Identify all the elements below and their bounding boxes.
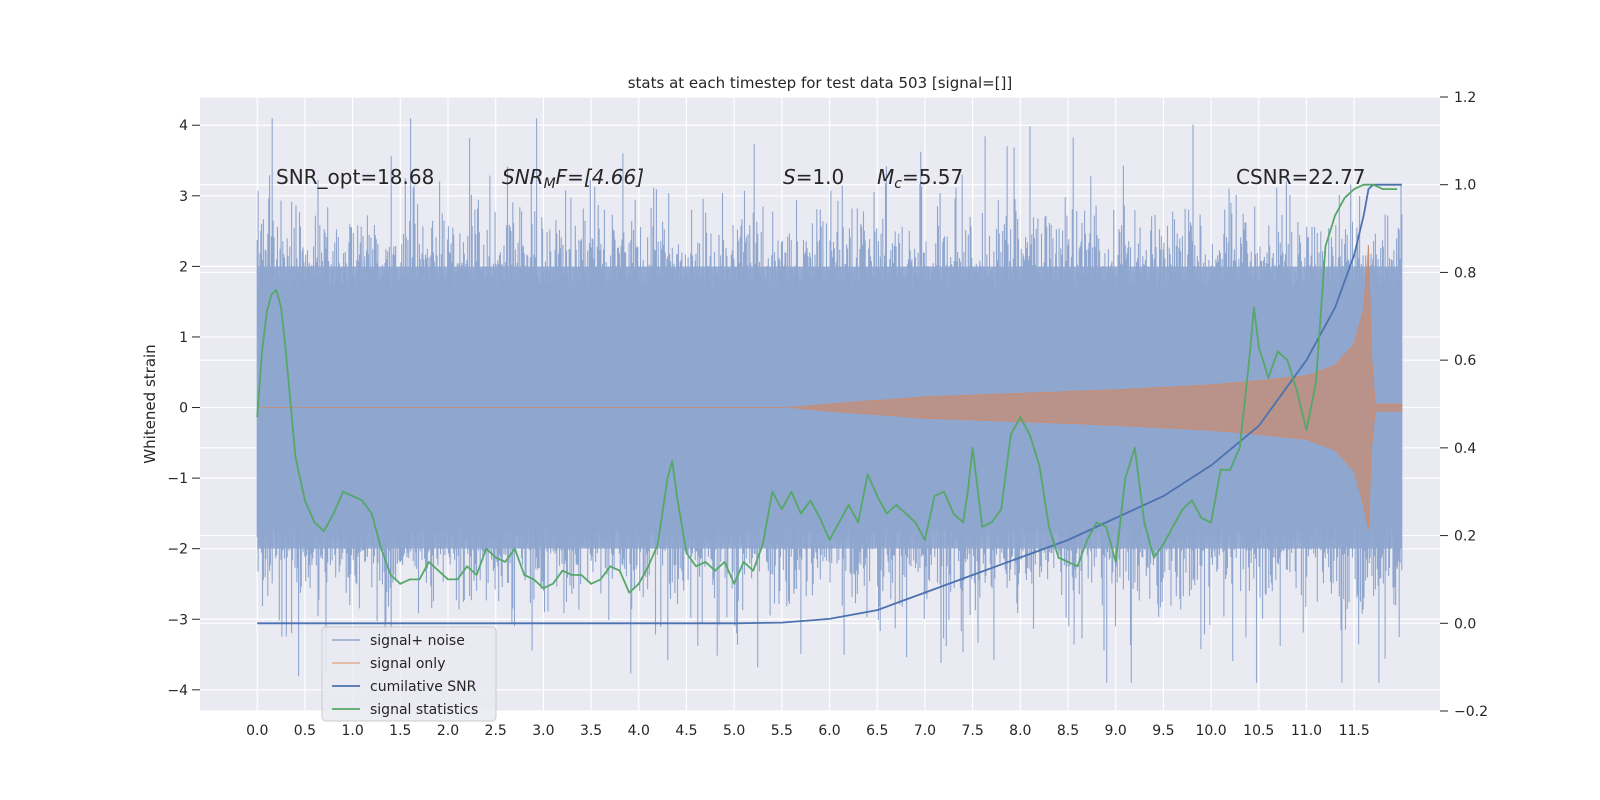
x-tick-label: 5.5 (771, 723, 793, 739)
y-tick-label: 1 (179, 330, 188, 346)
y-tick-label: 3 (179, 189, 188, 205)
x-tick-label: 8.5 (1057, 723, 1079, 739)
annotation-s: S=1.0 (783, 165, 844, 189)
y-axis-label: Whitened strain (141, 344, 159, 463)
annotation-snr-mf-rest: F=[4.66] (556, 165, 644, 189)
annotation-s-rest: =1.0 (796, 165, 845, 189)
x-tick-label: 7.0 (914, 723, 936, 739)
y-tick-label: −3 (167, 612, 188, 628)
annotation-mc-rest: =5.57 (902, 165, 963, 189)
y-tick-label: −4 (167, 683, 188, 699)
x-tick-label: 6.5 (866, 723, 888, 739)
x-tick-label: 7.5 (961, 723, 983, 739)
x-tick-label: 0.0 (246, 723, 268, 739)
annotation-snr-opt: SNR_opt=18.68 (276, 165, 434, 189)
annotation-s-var: S (783, 165, 796, 189)
x-tick-label: 3.5 (580, 723, 602, 739)
x-tick-label: 11.5 (1339, 723, 1370, 739)
y2-tick-label: 0.8 (1454, 265, 1476, 281)
x-tick-label: 10.5 (1243, 723, 1274, 739)
x-tick-label: 6.0 (818, 723, 840, 739)
y-tick-label: 4 (179, 118, 188, 134)
x-tick-label: 2.0 (437, 723, 459, 739)
x-tick-label: 1.5 (389, 723, 411, 739)
y-tick-label: 0 (179, 401, 188, 417)
x-tick-label: 0.5 (294, 723, 316, 739)
y2-tick-label: 0.0 (1454, 616, 1476, 632)
legend-label-signal-only: signal only (370, 656, 445, 672)
annotation-mc-var: M (877, 165, 894, 189)
legend-label-signal-noise: signal+ noise (370, 633, 465, 649)
annotation-snr-mf-base: SNR (502, 165, 544, 189)
y2-tick-label: 0.2 (1454, 529, 1476, 545)
legend-label-cumilative-snr: cumilative SNR (370, 679, 477, 695)
y2-tick-label: 0.4 (1454, 441, 1476, 457)
x-tick-label: 4.5 (675, 723, 697, 739)
cumilative-snr-line (257, 183, 1402, 625)
x-tick-label: 4.0 (628, 723, 650, 739)
legend-frame (321, 626, 497, 722)
axes: 0.0 0.5 1.0 1.5 2.0 2.5 3.0 3.5 4.0 4.5 5.0 5.5 6.0 6… (167, 90, 1488, 739)
annotation-csnr: CSNR=22.77 (1236, 165, 1366, 189)
annotation-snr-mf-sub: M (544, 176, 556, 192)
annotation-mc-sub: c (894, 176, 902, 192)
annotation-snr-mf: SNRMF=[4.66] (502, 165, 644, 192)
legend-label-signal-statistics: signal statistics (370, 702, 478, 718)
y2-tick-label: −0.2 (1454, 704, 1488, 720)
y-tick-label: 2 (179, 259, 188, 275)
x-tick-label: 2.5 (485, 723, 507, 739)
x-tick-label: 8.0 (1009, 723, 1031, 739)
y-tick-label: −2 (167, 542, 188, 558)
x-tick-label: 9.5 (1152, 723, 1174, 739)
chart-title: stats at each timestep for test data 503… (628, 74, 1013, 92)
legend: signal+ noise signal only cumilative SNR… (321, 626, 497, 722)
x-tick-label: 10.0 (1195, 723, 1226, 739)
x-tick-label: 5.0 (723, 723, 745, 739)
y-tick-label: −1 (167, 471, 188, 487)
x-tick-label: 3.0 (532, 723, 554, 739)
signal-statistics-line (256, 183, 1398, 594)
x-tick-label: 11.0 (1291, 723, 1322, 739)
signal-envelope (257, 245, 1403, 530)
x-tick-label: 1.0 (341, 723, 363, 739)
series-signal-only (257, 245, 1403, 530)
y2-tick-label: 0.6 (1454, 353, 1476, 369)
y2-tick-label: 1.2 (1454, 90, 1476, 106)
series-lines (256, 183, 1402, 625)
y2-tick-label: 1.0 (1454, 178, 1476, 194)
annotation-mc: Mc=5.57 (877, 165, 963, 192)
x-tick-label: 9.0 (1105, 723, 1127, 739)
